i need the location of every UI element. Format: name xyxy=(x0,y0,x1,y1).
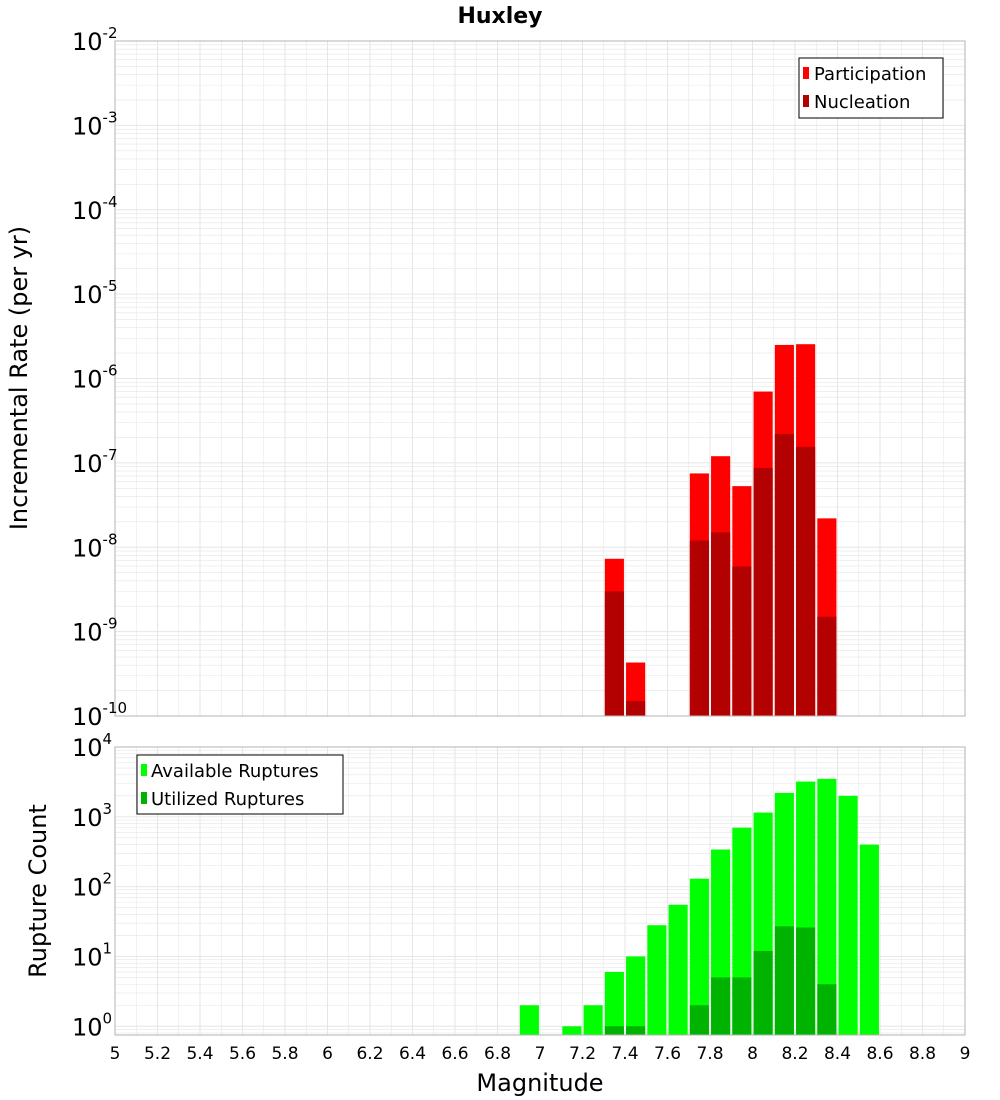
available-bar xyxy=(583,1005,603,1035)
available-legend-label: Available Ruptures xyxy=(151,761,319,782)
nucleation-bar xyxy=(774,433,794,716)
utilized-bar xyxy=(604,1026,624,1035)
nucleation-bar xyxy=(626,701,646,716)
bottom-legend-box xyxy=(136,754,344,815)
utilized-legend-swatch xyxy=(141,792,147,804)
nucleation-legend-swatch xyxy=(803,95,809,107)
bottom-y-axis-label: Rupture Count xyxy=(24,804,52,978)
x-tick-label: 6.8 xyxy=(484,1044,511,1064)
top-plot-frame xyxy=(114,40,966,717)
x-tick-label: 8.6 xyxy=(866,1044,893,1064)
nucleation-bar xyxy=(732,566,752,716)
utilized-bar xyxy=(796,927,816,1035)
bottom-y-tick-labels: 104 103 102 101 100 xyxy=(72,730,112,1041)
x-tick-label: 6 xyxy=(322,1044,333,1064)
utilized-bar xyxy=(626,1026,646,1035)
available-bar xyxy=(519,1005,539,1035)
utilized-bar xyxy=(689,1005,709,1035)
y-tick-label: 10-5 xyxy=(72,277,118,309)
x-tick-label: 8.8 xyxy=(909,1044,936,1064)
available-bar xyxy=(689,878,709,1035)
nucleation-legend-label: Nucleation xyxy=(814,92,910,113)
nucleation-bar xyxy=(604,591,624,716)
x-tick-label: 6.4 xyxy=(399,1044,426,1064)
available-bar xyxy=(817,778,837,1035)
bottom-plot-bars xyxy=(519,778,879,1035)
available-bar xyxy=(647,925,667,1035)
x-tick-label: 5.8 xyxy=(271,1044,298,1064)
y-tick-label: 10-3 xyxy=(72,108,118,140)
utilized-bar xyxy=(711,977,731,1035)
utilized-bar xyxy=(732,977,752,1035)
x-tick-label: 7 xyxy=(535,1044,546,1064)
nucleation-bar xyxy=(711,532,731,716)
x-tick-label: 7.8 xyxy=(696,1044,723,1064)
x-tick-label: 7.6 xyxy=(654,1044,681,1064)
top-plot-bars xyxy=(604,344,837,716)
x-tick-label: 8 xyxy=(747,1044,758,1064)
x-tick-label: 5.2 xyxy=(144,1044,171,1064)
participation-legend-swatch xyxy=(803,67,809,79)
x-tick-label: 5 xyxy=(110,1044,121,1064)
participation-legend-label: Participation xyxy=(814,64,926,85)
y-tick-label: 10-6 xyxy=(72,362,118,394)
available-legend-swatch xyxy=(141,764,147,776)
x-tick-labels: 5 5.2 5.4 5.6 5.8 6 6.2 6.4 6.6 6.8 7 7.2 7.4 7.6 7.8 8… xyxy=(110,1044,971,1064)
available-bar xyxy=(604,971,624,1035)
x-tick-label: 6.2 xyxy=(356,1044,383,1064)
y-tick-label: 101 xyxy=(72,939,112,971)
x-tick-label: 8.4 xyxy=(824,1044,851,1064)
available-bar xyxy=(838,795,858,1035)
available-bar xyxy=(668,904,688,1035)
nucleation-bar xyxy=(817,616,837,716)
utilized-legend-label: Utilized Ruptures xyxy=(151,789,304,810)
available-bar xyxy=(859,844,879,1035)
x-axis-label: Magnitude xyxy=(476,1069,603,1097)
top-plot-grid xyxy=(114,40,966,717)
bottom-legend: Available Ruptures Utilized Ruptures xyxy=(136,754,344,815)
nucleation-bar xyxy=(753,467,773,716)
y-tick-label: 10-4 xyxy=(72,193,118,225)
x-tick-label: 6.6 xyxy=(441,1044,468,1064)
top-legend-box xyxy=(798,57,944,119)
x-tick-label: 5.4 xyxy=(186,1044,213,1064)
x-tick-label: 9 xyxy=(960,1044,971,1064)
y-tick-label: 10-8 xyxy=(72,530,118,562)
top-legend: Participation Nucleation xyxy=(798,57,944,119)
top-y-axis-label: Incremental Rate (per yr) xyxy=(5,226,33,530)
x-tick-label: 7.2 xyxy=(569,1044,596,1064)
utilized-bar xyxy=(753,950,773,1035)
y-tick-label: 100 xyxy=(72,1009,112,1041)
x-tick-label: 7.4 xyxy=(611,1044,638,1064)
y-tick-label: 10-2 xyxy=(72,24,118,56)
y-tick-label: 10-10 xyxy=(72,699,127,731)
bottom-plot-frame xyxy=(114,746,966,1036)
y-tick-label: 10-9 xyxy=(72,615,118,647)
top-y-tick-labels: 10-2 10-3 10-4 10-5 10-6 10-7 10-8 10-9 10-10 xyxy=(72,24,127,731)
chart-title: Huxley xyxy=(457,4,542,29)
utilized-bar xyxy=(817,984,837,1035)
y-tick-label: 104 xyxy=(72,730,112,762)
nucleation-bar xyxy=(689,540,709,716)
available-bar xyxy=(626,956,646,1035)
y-tick-label: 103 xyxy=(72,800,112,832)
utilized-bar xyxy=(774,926,794,1035)
nucleation-bar xyxy=(796,446,816,716)
x-tick-label: 5.6 xyxy=(229,1044,256,1064)
x-tick-label: 8.2 xyxy=(781,1044,808,1064)
y-tick-label: 10-7 xyxy=(72,446,118,478)
available-bar xyxy=(562,1026,582,1035)
y-tick-label: 102 xyxy=(72,870,112,902)
